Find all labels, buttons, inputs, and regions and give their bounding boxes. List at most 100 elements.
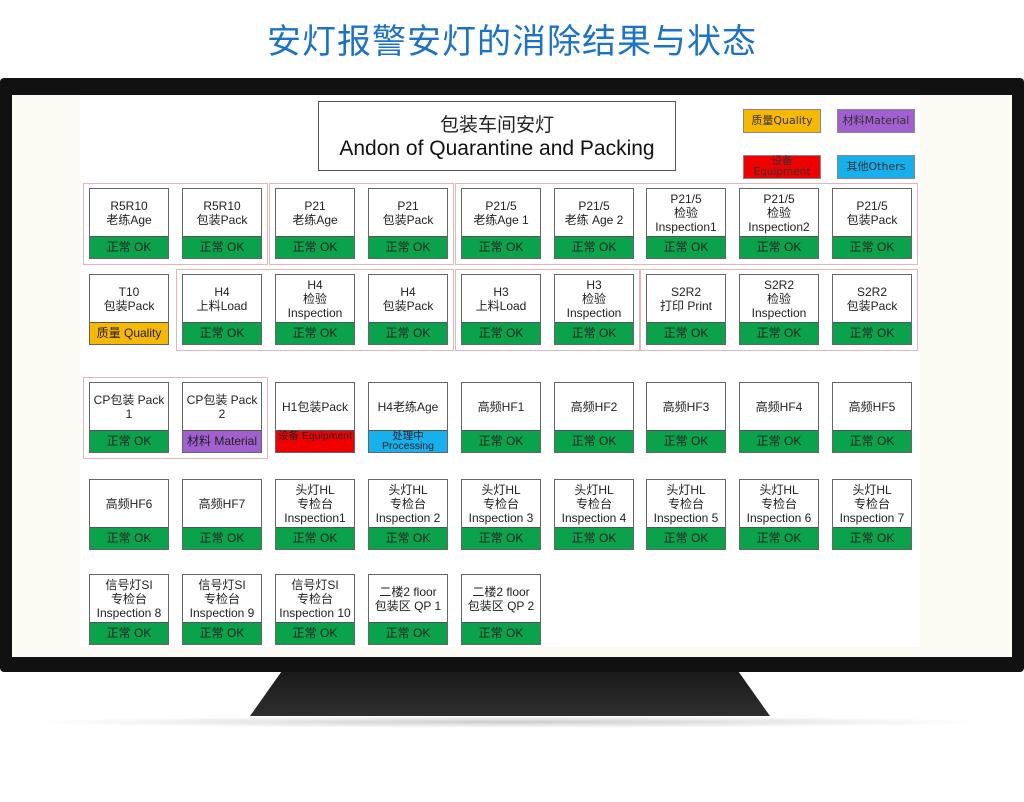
station-group [455,183,918,265]
station-label-line: 高频HF1 [477,400,525,414]
station-label-line: H4 [400,285,416,299]
station-label: 高频HF7 [183,480,261,528]
status-badge: 正常 OK [369,236,447,258]
status-badge: 正常 OK [276,322,354,344]
station-tile[interactable]: H4 上料Load 正常 OK [182,274,262,345]
monitor-stand [250,672,770,716]
station-label-line: Inspection 3 [468,511,534,525]
status-badge: 正常 OK [740,527,818,549]
station-tile[interactable]: H3 检验 Inspection 正常 OK [554,274,634,345]
status-badge: 正常 OK [369,322,447,344]
station-group [455,269,640,351]
station-label: 高频HF5 [833,383,911,431]
station-label-line: H3 [493,285,509,299]
station-tile[interactable]: 头灯HL 专检台 Inspection 2 正常 OK [368,479,448,550]
station-group [269,183,454,265]
station-label-line: CP包装 Pack [186,393,258,407]
board-title-cn: 包装车间安灯 [439,114,554,136]
status-badge: 正常 OK [462,527,540,549]
status-badge: 正常 OK [276,622,354,644]
andon-board [80,95,920,647]
station-tile[interactable]: 高频HF7 正常 OK [182,479,262,550]
station-tile[interactable]: S2R2 包装Pack 正常 OK [832,274,912,345]
station-tile[interactable]: H4 包装Pack 正常 OK [368,274,448,345]
status-badge: 正常 OK [647,527,725,549]
station-tile[interactable]: 高频HF6 正常 OK [89,479,169,550]
station-tile[interactable]: S2R2 检验 Inspection 正常 OK [739,274,819,345]
station-tile[interactable]: H4 检验 Inspection 正常 OK [275,274,355,345]
station-tile[interactable]: 信号灯SI 专检台 Inspection 8 正常 OK [89,574,169,645]
station-tile[interactable]: 头灯HL 专检台 Inspection1 正常 OK [275,479,355,550]
station-tile[interactable]: 头灯HL 专检台 Inspection 4 正常 OK [554,479,634,550]
station-tile[interactable]: 高频HF5 正常 OK [832,382,912,453]
station-tile[interactable]: H1包装Pack 设备 Equipment [275,382,355,453]
status-badge: 正常 OK [555,527,633,549]
board-title: 包装车间安灯 Andon of Quarantine and Packing [318,101,676,171]
status-badge: 正常 OK [183,622,261,644]
station-label: P21 老练Age [276,189,354,237]
station-label-line: 二楼2 floor [379,585,437,599]
status-badge: 正常 OK [833,322,911,344]
station-tile[interactable]: P21 老练Age 正常 OK [275,188,355,259]
station-label: P21 包装Pack [369,189,447,237]
station-label-line: 包装区 QP 2 [467,599,535,613]
station-tile[interactable]: CP包装 Pack 1 正常 OK [89,382,169,453]
station-group [83,183,268,265]
station-tile[interactable]: 高频HF1 正常 OK [461,382,541,453]
status-badge: 正常 OK [833,236,911,258]
station-label: H4 检验 Inspection [276,275,354,323]
station-label-line: P21/5 [856,199,888,213]
station-label: P21/5 老练Age 1 [462,189,540,237]
station-tile[interactable]: H4老练Age 处理中 Processing [368,382,448,453]
station-label-line: 高频HF7 [198,497,246,511]
station-label: R5R10 老练Age [90,189,168,237]
station-tile[interactable]: CP包装 Pack 2 材料 Material [182,382,262,453]
status-badge: 设备 Equipment [276,430,354,452]
station-tile[interactable]: 头灯HL 专检台 Inspection 5 正常 OK [646,479,726,550]
station-label-line: 老练Age [292,213,338,227]
status-badge: 正常 OK [90,622,168,644]
station-label-line: P21/5 [763,192,795,206]
station-label-line: S2R2 [763,278,795,292]
station-tile[interactable]: R5R10 包装Pack 正常 OK [182,188,262,259]
station-tile[interactable]: T10 包装Pack 质量 Quality [89,274,169,345]
station-tile[interactable]: 头灯HL 专检台 Inspection 3 正常 OK [461,479,541,550]
station-label-line: 1 [125,407,133,421]
station-tile[interactable]: 头灯HL 专检台 Inspection 6 正常 OK [739,479,819,550]
station-tile[interactable]: 高频HF4 正常 OK [739,382,819,453]
station-label-line: 包装Pack [846,299,898,313]
station-tile[interactable]: 信号灯SI 专检台 Inspection 9 正常 OK [182,574,262,645]
station-tile[interactable]: 高频HF2 正常 OK [554,382,634,453]
station-label: 头灯HL 专检台 Inspection 3 [462,480,540,528]
station-tile[interactable]: 头灯HL 专检台 Inspection 7 正常 OK [832,479,912,550]
station-label-line: 高频HF2 [570,400,618,414]
status-badge: 正常 OK [369,527,447,549]
station-tile[interactable]: P21 包装Pack 正常 OK [368,188,448,259]
station-tile[interactable]: 信号灯SI 专检台 Inspection 10 正常 OK [275,574,355,645]
station-tile[interactable]: 二楼2 floor 包装区 QP 2 正常 OK [461,574,541,645]
station-label-line: Inspection2 [748,220,810,234]
station-tile[interactable]: P21/5 老练Age 1 正常 OK [461,188,541,259]
station-label-line: Inspection 2 [375,511,441,525]
status-badge: 正常 OK [276,236,354,258]
station-tile[interactable]: S2R2 打印 Print 正常 OK [646,274,726,345]
station-tile[interactable]: H3 上料Load 正常 OK [461,274,541,345]
station-tile[interactable]: P21/5 检验 Inspection2 正常 OK [739,188,819,259]
station-label-line: CP包装 Pack [93,393,165,407]
station-tile[interactable]: P21/5 检验 Inspection1 正常 OK [646,188,726,259]
station-tile[interactable]: P21/5 包装Pack 正常 OK [832,188,912,259]
status-badge: 正常 OK [647,236,725,258]
station-tile[interactable]: 二楼2 floor 包装区 QP 1 正常 OK [368,574,448,645]
station-label-line: 老练 Age 2 [564,213,624,227]
status-badge: 正常 OK [276,527,354,549]
station-tile[interactable]: 高频HF3 正常 OK [646,382,726,453]
station-label-line: 专检台 [575,497,612,511]
station-label: 头灯HL 专检台 Inspection 2 [369,480,447,528]
station-label-line: 2 [218,407,226,421]
station-group [83,377,268,459]
station-label-line: H4 [307,278,323,292]
station-tile[interactable]: R5R10 老练Age 正常 OK [89,188,169,259]
station-tile[interactable]: P21/5 老练 Age 2 正常 OK [554,188,634,259]
station-label-line: 头灯HL [574,483,614,497]
station-label: 高频HF6 [90,480,168,528]
